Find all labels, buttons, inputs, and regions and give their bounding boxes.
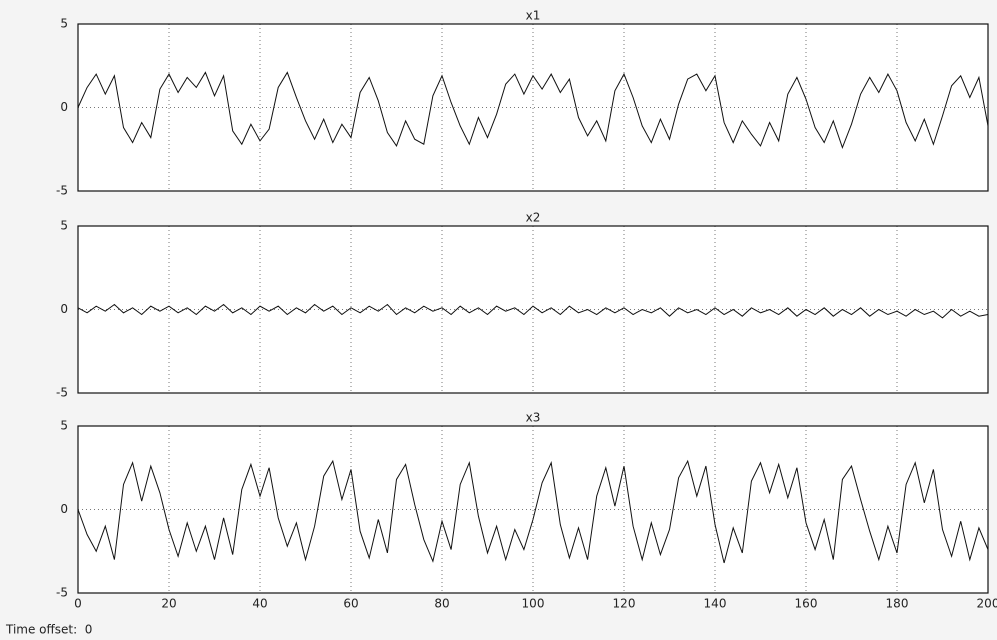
x-tick-label: 0 [74, 597, 82, 611]
panel-title: x3 [526, 411, 541, 425]
y-tick-label: 5 [60, 17, 68, 31]
x-tick-label: 160 [795, 597, 818, 611]
signal-line [77, 71, 989, 150]
y-tick-label: 0 [60, 502, 68, 516]
plot-frame [77, 23, 989, 192]
panel-title: x2 [526, 211, 541, 225]
x-tick-label: 120 [613, 597, 636, 611]
y-tick-label: -5 [56, 386, 68, 400]
x-tick-label: 20 [161, 597, 176, 611]
panel-title: x1 [526, 9, 541, 23]
x-tick-label: 60 [343, 597, 358, 611]
plot-frame [77, 425, 989, 594]
y-tick-label: -5 [56, 184, 68, 198]
plot-area [78, 426, 988, 593]
y-tick-label: 0 [60, 100, 68, 114]
y-tick-label: -5 [56, 586, 68, 600]
y-tick-label: 0 [60, 302, 68, 316]
x-tick-label: 140 [704, 597, 727, 611]
signal-line [77, 303, 989, 319]
plot-frame [77, 225, 989, 394]
x-tick-label: 200 [977, 597, 997, 611]
time-offset: Time offset: 0 [5, 623, 92, 637]
y-tick-label: 5 [60, 419, 68, 433]
y-tick-label: 5 [60, 219, 68, 233]
plot-area [78, 24, 988, 191]
x-tick-label: 80 [434, 597, 449, 611]
signal-line [77, 459, 989, 564]
x-tick-label: 180 [886, 597, 909, 611]
x-tick-label: 40 [252, 597, 267, 611]
x-tick-label: 100 [522, 597, 545, 611]
